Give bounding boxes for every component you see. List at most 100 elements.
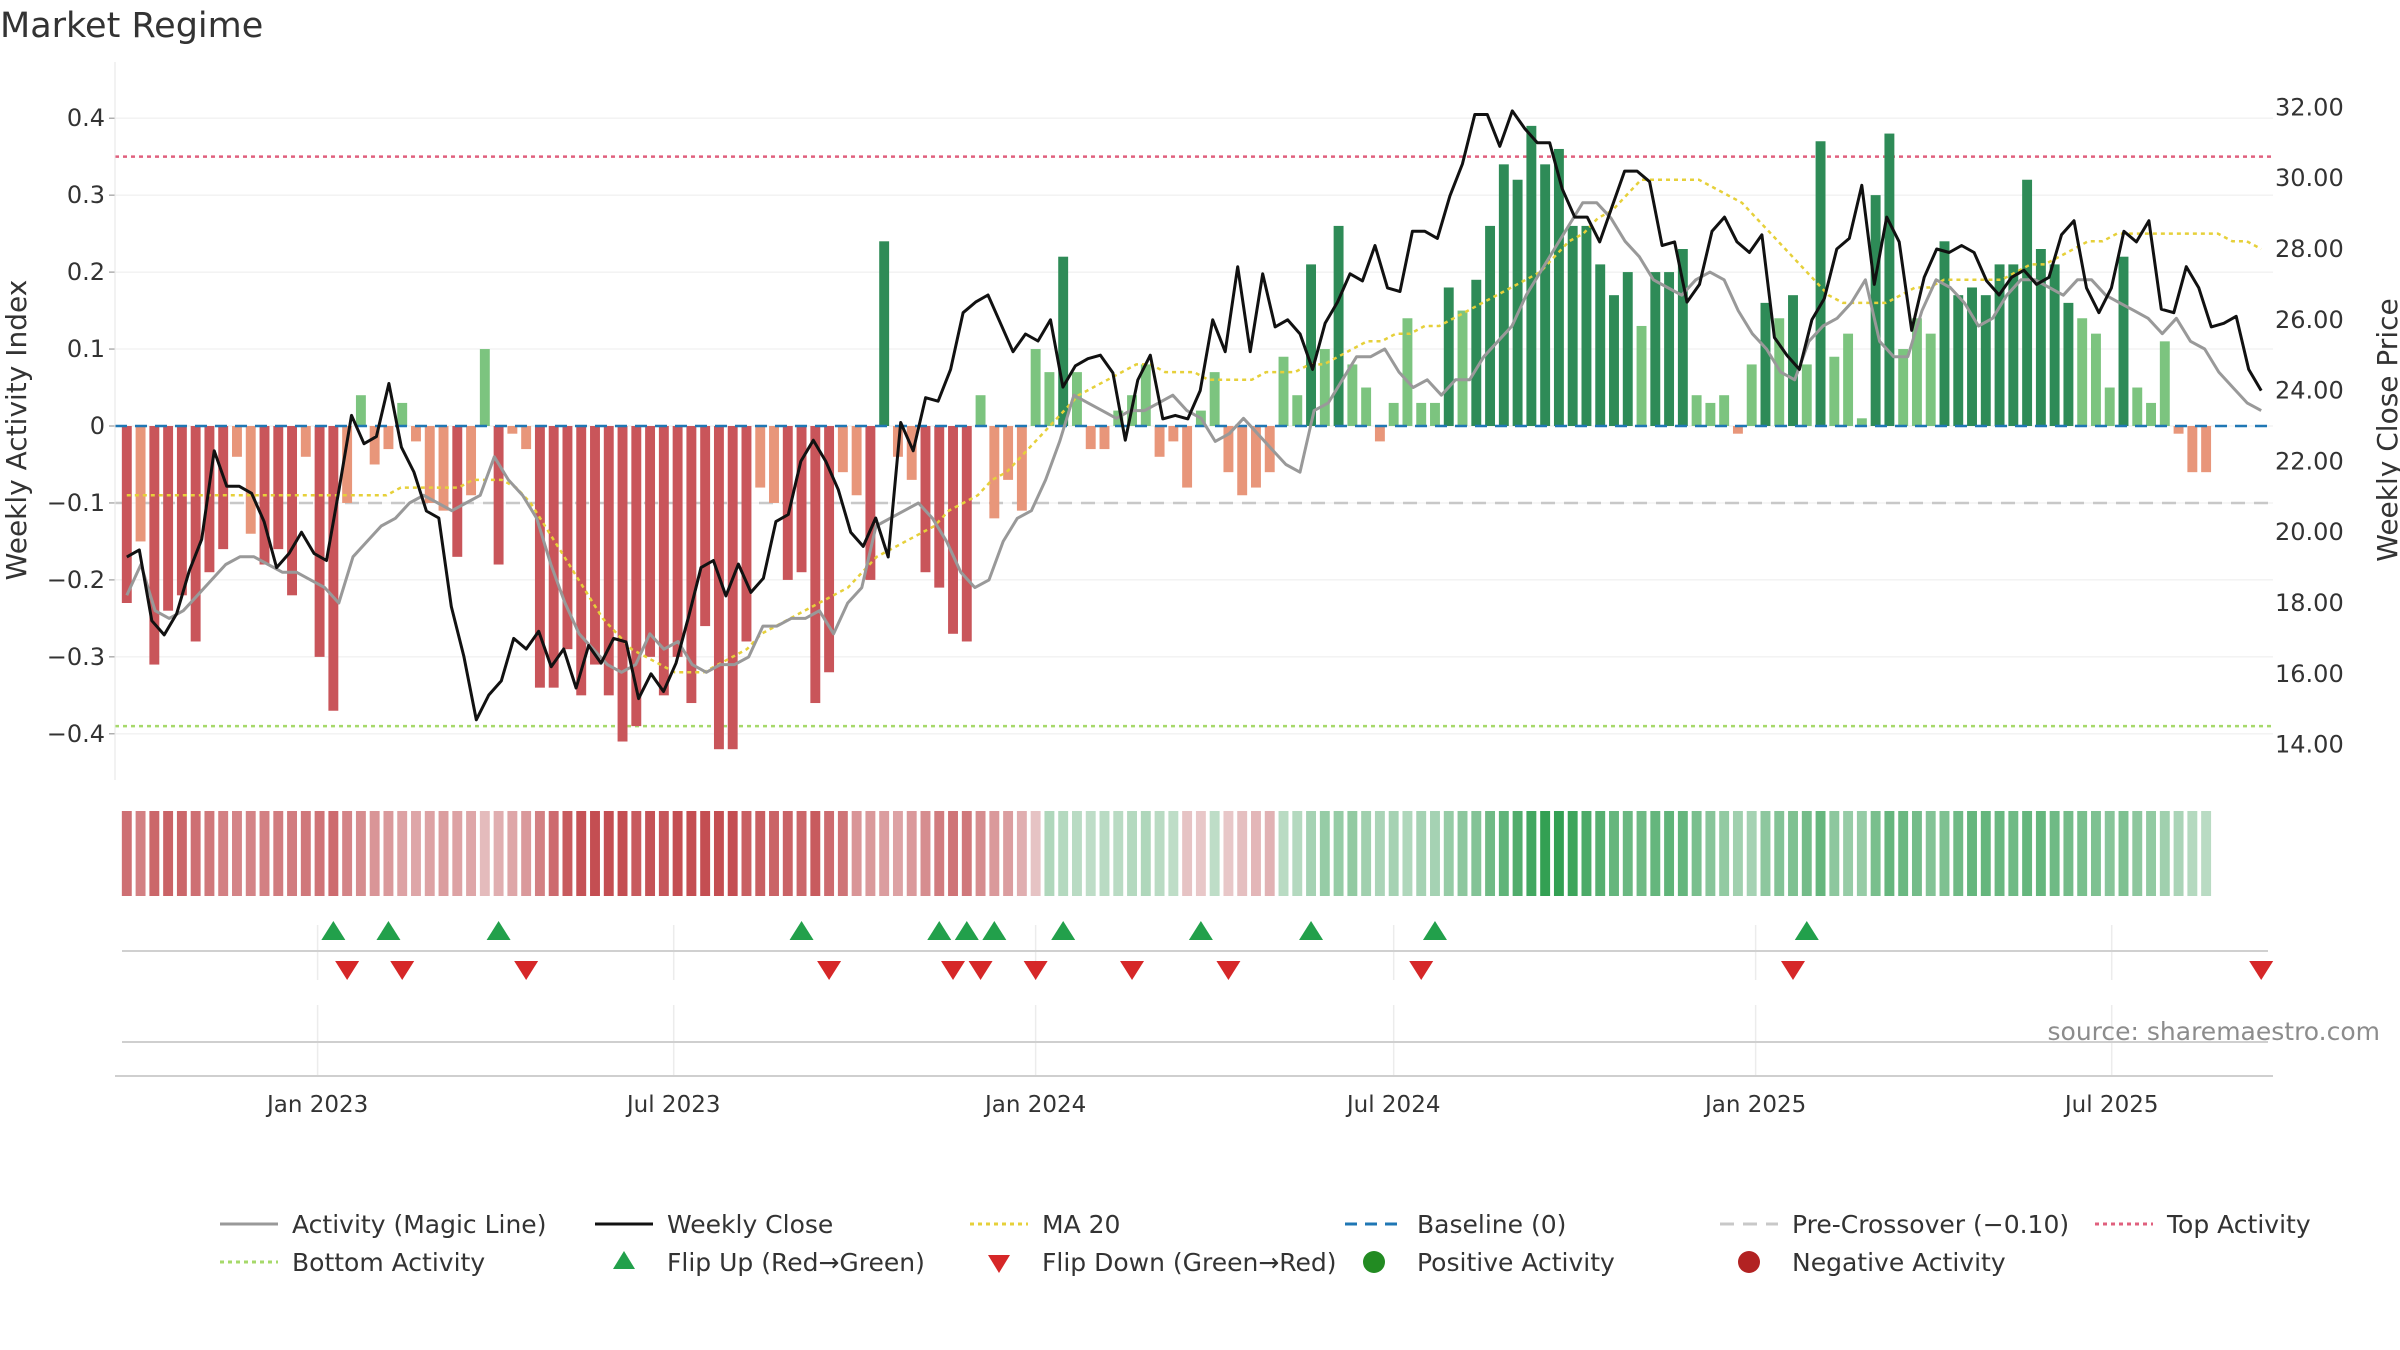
activity-bar: [2090, 333, 2101, 426]
activity-bar: [700, 426, 711, 627]
activity-bar: [2187, 426, 2198, 473]
legend-label: Weekly Close: [667, 1210, 833, 1239]
activity-bar: [218, 426, 229, 550]
activity-bar: [796, 426, 807, 573]
activity-bar: [1085, 426, 1096, 450]
regime-cell: [438, 811, 449, 896]
regime-cell: [782, 811, 793, 896]
right-tick-label: 18.00: [2275, 589, 2344, 617]
activity-bar: [2146, 402, 2156, 426]
regime-cell: [824, 811, 835, 896]
regime-cell: [1553, 811, 1564, 896]
regime-cell: [1278, 811, 1289, 896]
regime-cell: [1195, 811, 1206, 896]
right-axis: 14.00 16.00 18.00 20.00 22.00 24.00 26.00 28.00…: [2275, 93, 2400, 758]
left-tick-label: 0.4: [67, 104, 105, 132]
right-tick-label: 24.00: [2275, 377, 2344, 405]
activity-bar: [2104, 387, 2115, 426]
activity-bar: [1443, 287, 1454, 426]
activity-bar: [562, 426, 573, 650]
regime-cell: [287, 811, 298, 896]
regime-cell: [576, 811, 587, 896]
activity-bar: [975, 395, 986, 426]
regime-cell: [989, 811, 1000, 896]
flip-up-marker: [486, 921, 511, 940]
regime-cell: [411, 811, 421, 896]
activity-bar: [1140, 364, 1151, 426]
activity-bar: [314, 426, 325, 657]
activity-bar: [1884, 133, 1895, 426]
activity-bar: [438, 426, 449, 511]
activity-bar: [686, 426, 697, 704]
regime-cell: [466, 811, 477, 896]
activity-bar: [493, 426, 504, 565]
activity-bar: [713, 426, 724, 750]
flip-up-marker: [927, 921, 952, 940]
legend-label: Baseline (0): [1417, 1210, 1566, 1239]
activity-bar: [576, 426, 587, 696]
regime-cell: [2159, 811, 2170, 896]
regime-cell: [2049, 811, 2060, 896]
regime-cell: [1967, 811, 1977, 896]
regime-cell: [204, 811, 215, 896]
activity-bar: [851, 426, 862, 496]
regime-cell: [1677, 811, 1688, 896]
left-tick-label: −0.4: [47, 720, 105, 748]
regime-cell: [493, 811, 504, 896]
x-tick-label: Jul 2024: [1345, 1092, 1441, 1118]
legend-swatch: [1738, 1251, 1760, 1273]
regime-cell: [1402, 811, 1413, 896]
activity-bar: [1071, 372, 1082, 426]
regime-cell: [948, 811, 958, 896]
activity-bar: [590, 426, 600, 665]
activity-bar: [1925, 333, 1936, 426]
activity-bar: [204, 426, 215, 573]
activity-bar: [1801, 364, 1812, 426]
activity-bar: [1388, 402, 1399, 426]
left-tick-label: 0.2: [67, 258, 105, 286]
regime-cell: [1746, 811, 1757, 896]
legend-label: Activity (Magic Line): [292, 1210, 546, 1239]
flip-down-marker: [2249, 961, 2274, 980]
activity-bar: [782, 426, 793, 580]
regime-cell: [1691, 811, 1702, 896]
activity-bar: [2049, 264, 2060, 426]
regime-cell: [452, 811, 463, 896]
regime-cell: [1113, 811, 1124, 896]
legend-label: Flip Up (Red→Green): [667, 1248, 925, 1277]
flip-up-marker: [321, 921, 346, 940]
regime-cell: [1760, 811, 1771, 896]
regime-cell: [1071, 811, 1082, 896]
regime-cell: [1829, 811, 1840, 896]
regime-cell: [507, 811, 518, 896]
regime-cell: [617, 811, 628, 896]
flip-down-marker: [1216, 961, 1241, 980]
regime-cell: [2077, 811, 2088, 896]
regime-cell: [1512, 811, 1523, 896]
regime-cell: [1264, 811, 1275, 896]
regime-cell: [920, 811, 931, 896]
regime-cell: [755, 811, 766, 896]
regime-cell: [479, 811, 490, 896]
regime-cell: [879, 811, 890, 896]
activity-bar: [1595, 264, 1606, 426]
activity-bar: [1044, 372, 1055, 426]
activity-bar: [658, 426, 669, 696]
legend-label: MA 20: [1042, 1210, 1120, 1239]
right-tick-label: 14.00: [2275, 731, 2344, 759]
activity-bar: [1760, 302, 1771, 426]
activity-bar: [1003, 426, 1014, 480]
activity-bar: [1664, 272, 1675, 426]
regime-cell: [397, 811, 408, 896]
right-tick-label: 22.00: [2275, 447, 2344, 475]
activity-bar: [920, 426, 931, 573]
regime-cell: [1581, 811, 1592, 896]
activity-bar: [948, 426, 958, 634]
regime-cell: [2201, 811, 2212, 896]
activity-bar: [300, 426, 311, 457]
activity-bar: [631, 426, 642, 727]
flip-down-marker: [1409, 961, 1434, 980]
regime-cell: [769, 811, 779, 896]
regime-cell: [1939, 811, 1950, 896]
regime-cell: [1471, 811, 1482, 896]
